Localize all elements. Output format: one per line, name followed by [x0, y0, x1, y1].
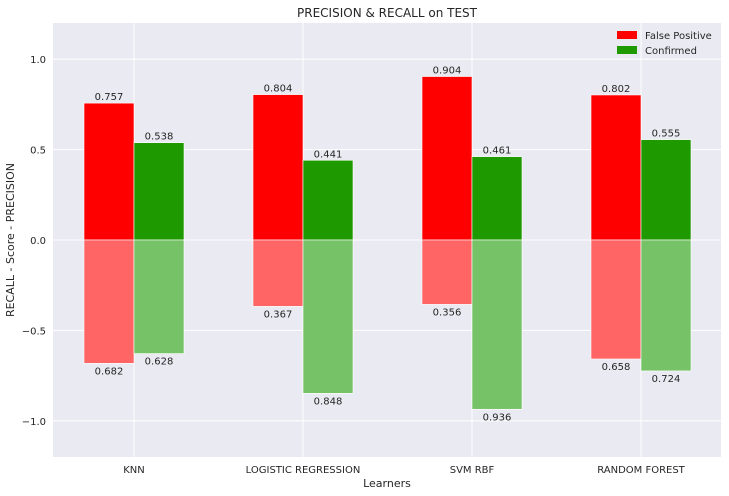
x-axis-label: Learners	[363, 477, 411, 490]
data-label-precision: 0.802	[602, 84, 631, 95]
legend-label-confirmed: Confirmed	[645, 46, 697, 57]
data-label-precision: 0.804	[264, 84, 293, 95]
chart-title: PRECISION & RECALL on TEST	[297, 6, 478, 20]
bar-precision	[471, 156, 523, 241]
bars	[83, 76, 692, 410]
data-label-precision: 0.441	[314, 149, 343, 160]
bar-recall	[252, 239, 304, 307]
bar-precision	[133, 142, 185, 241]
legend-swatch-false-positive	[617, 31, 637, 39]
y-tick-label: 1.0	[30, 55, 46, 66]
y-tick-label: 0.0	[30, 236, 46, 247]
bar-precision	[421, 76, 473, 241]
bar-recall	[133, 239, 185, 354]
y-axis-label: RECALL - Score - PRECISION	[4, 163, 17, 317]
bar-recall	[421, 239, 473, 305]
data-label-recall: 0.724	[652, 374, 681, 385]
data-label-recall: 0.628	[145, 357, 174, 368]
x-tick-label: SVM RBF	[450, 465, 495, 476]
bar-recall	[302, 239, 354, 394]
data-label-recall: 0.936	[483, 412, 512, 423]
data-label-recall: 0.682	[95, 366, 124, 377]
data-label-precision: 0.461	[483, 146, 512, 157]
data-label-recall: 0.367	[264, 309, 293, 320]
y-tick-label: 0.5	[30, 146, 46, 157]
data-label-precision: 0.904	[433, 66, 462, 77]
bar-recall	[83, 239, 135, 364]
data-label-precision: 0.555	[652, 129, 681, 140]
legend-swatch-confirmed	[617, 46, 637, 54]
data-label-precision: 0.538	[145, 132, 174, 143]
legend: False Positive Confirmed	[617, 31, 712, 57]
bar-recall	[590, 239, 642, 360]
x-tick-label: LOGISTIC REGRESSION	[246, 465, 361, 476]
bar-precision	[252, 94, 304, 241]
y-tick-label: −1.0	[22, 417, 46, 428]
x-tick-labels: KNN LOGISTIC REGRESSION SVM RBF RANDOM FORE…	[123, 465, 685, 476]
data-label-recall: 0.848	[314, 396, 343, 407]
bar-recall	[640, 239, 692, 372]
bar-precision	[590, 94, 642, 241]
legend-label-false-positive: False Positive	[645, 31, 712, 42]
data-label-recall: 0.356	[433, 307, 462, 318]
bar-precision	[302, 159, 354, 241]
bar-precision	[83, 102, 135, 241]
bar-precision	[640, 139, 692, 241]
data-labels: 0.757 0.682 0.804 0.367 0.904 0.356 0.802 0.658…	[95, 66, 681, 424]
y-tick-label: −0.5	[22, 326, 46, 337]
x-tick-label: KNN	[123, 465, 145, 476]
data-label-precision: 0.757	[95, 92, 124, 103]
bar-recall	[471, 239, 523, 410]
x-tick-label: RANDOM FOREST	[597, 465, 685, 476]
data-label-recall: 0.658	[602, 362, 631, 373]
y-tick-labels: −1.0 −0.5 0.0 0.5 1.0	[22, 55, 46, 428]
